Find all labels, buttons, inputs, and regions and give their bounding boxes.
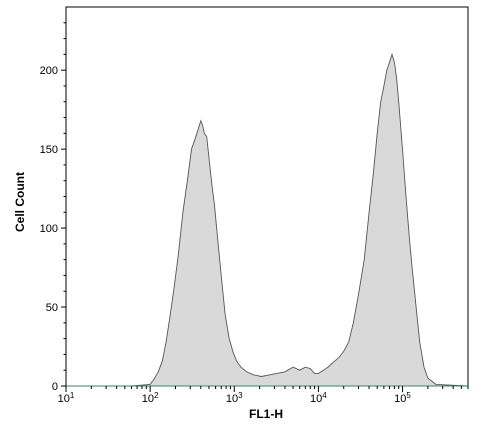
y-tick-label: 100 xyxy=(40,223,58,235)
histogram-area xyxy=(66,54,468,387)
x-tick-label: 104 xyxy=(310,391,327,405)
x-axis-title: FL1-H xyxy=(249,407,283,421)
y-axis-ticks: 0 50 100 150 200 xyxy=(40,22,66,393)
x-tick-label: 102 xyxy=(142,391,159,405)
x-tick-label: 101 xyxy=(58,391,75,405)
x-tick-label: 103 xyxy=(226,391,243,405)
y-axis-title: Cell Count xyxy=(13,172,27,232)
histogram-outline xyxy=(66,52,469,387)
y-tick-label: 200 xyxy=(40,65,58,77)
x-tick-label: 105 xyxy=(394,391,411,405)
y-tick-label: 0 xyxy=(52,381,58,393)
x-axis-ticks: 101 102 103 104 105 xyxy=(58,386,469,405)
y-tick-label: 50 xyxy=(46,302,58,314)
y-tick-label: 150 xyxy=(40,144,58,156)
